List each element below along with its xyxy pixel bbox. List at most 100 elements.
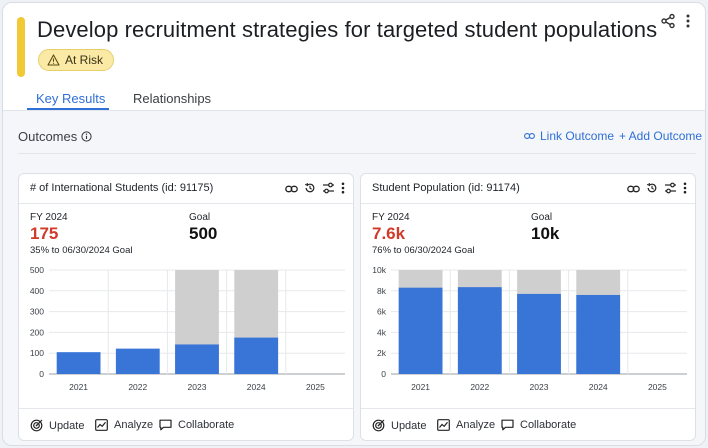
fiscal-year-label: FY 2024 (372, 212, 410, 223)
goal-value: 500 (189, 224, 218, 243)
progress-text: 35% to 06/30/2024 Goal (30, 245, 133, 256)
actual-bar (115, 348, 160, 374)
card-header: # of International Students (id: 91175) (19, 174, 353, 204)
history-icon[interactable] (304, 181, 316, 199)
outcome-bar-chart: 0 2k 4k 6k 8k 10k 2021 2022 2023 2024 2025 (372, 265, 687, 392)
status-accent-bar (17, 17, 25, 77)
x-tick-label: 2023 (188, 382, 207, 392)
outcomes-heading: Outcomes (18, 129, 92, 144)
y-tick-label: 100 (30, 348, 44, 358)
current-value: 7.6k (372, 224, 406, 243)
actual-bar (517, 293, 561, 374)
goal-label: Goal (189, 212, 211, 223)
tab-key-results[interactable]: Key Results (36, 91, 106, 106)
outcome-card: # of International Students (id: 91175) … (18, 173, 354, 441)
warning-icon (47, 54, 60, 66)
status-badge: At Risk (38, 49, 115, 71)
analyze-label: Analyze (456, 419, 496, 431)
comment-icon (159, 419, 172, 431)
x-tick-label: 2022 (128, 382, 147, 392)
chart-icon (437, 419, 450, 431)
card-footer: Update Analyze Collaborate (19, 408, 353, 441)
history-icon[interactable] (646, 181, 658, 199)
y-tick-label: 0 (39, 369, 44, 379)
x-tick-label: 2024 (247, 382, 266, 392)
link-icon[interactable] (627, 181, 640, 199)
progress-text: 76% to 06/30/2024 Goal (372, 245, 475, 256)
actual-bar (56, 352, 101, 374)
link-icon (524, 133, 535, 139)
x-tick-label: 2022 (470, 382, 489, 392)
collaborate-label: Collaborate (178, 419, 235, 431)
y-tick-label: 200 (30, 327, 44, 337)
y-tick-label: 500 (30, 265, 44, 275)
update-label: Update (49, 419, 85, 432)
x-tick-label: 2023 (530, 382, 549, 392)
y-tick-label: 0 (381, 369, 386, 379)
info-icon[interactable] (81, 131, 92, 142)
outcomes-divider (18, 153, 696, 154)
collaborate-label: Collaborate (520, 419, 577, 431)
card-header: Student Population (id: 91174) (361, 174, 695, 204)
target-icon (30, 419, 43, 432)
link-icon[interactable] (285, 181, 298, 199)
more-vertical-icon[interactable] (683, 181, 687, 199)
update-label: Update (391, 419, 427, 432)
y-tick-label: 8k (377, 286, 387, 296)
sliders-icon[interactable] (664, 181, 677, 199)
chart-icon (95, 419, 108, 431)
card-footer: Update Analyze Collaborate (361, 408, 695, 441)
tab-relationships[interactable]: Relationships (133, 91, 212, 106)
analyze-button[interactable]: Analyze (437, 419, 495, 431)
tab-divider (3, 110, 705, 111)
update-button[interactable]: Update (372, 419, 426, 432)
comment-icon (501, 419, 514, 431)
fiscal-year-label: FY 2024 (30, 212, 68, 223)
y-tick-label: 6k (377, 307, 387, 317)
analyze-button[interactable]: Analyze (95, 419, 153, 431)
y-tick-label: 4k (377, 327, 387, 337)
y-tick-label: 2k (377, 348, 387, 358)
outcomes-section: Outcomes Link Outcome + Add Outcome # of… (3, 111, 705, 445)
sliders-icon[interactable] (322, 181, 335, 199)
x-tick-label: 2021 (69, 382, 88, 392)
actual-bar (576, 294, 621, 374)
outcome-bar-chart: 0 100 200 300 400 500 2021 2022 2023 2024 2025 (30, 265, 345, 392)
active-tab-indicator (27, 108, 109, 110)
more-vertical-icon[interactable] (341, 181, 345, 199)
goal-value: 10k (531, 224, 560, 243)
card-actions (285, 181, 345, 199)
actual-bar (175, 344, 219, 374)
objective-header: Develop recruitment strategies for targe… (3, 3, 705, 111)
actual-bar (234, 337, 279, 374)
link-outcome-button[interactable]: Link Outcome (524, 129, 614, 143)
outcome-card: Student Population (id: 91174) FY 2024 7… (360, 173, 696, 441)
x-tick-label: 2021 (411, 382, 430, 392)
collaborate-button[interactable]: Collaborate (159, 419, 234, 431)
actual-bar (398, 287, 443, 374)
tab-bar: Key Results Relationships (3, 91, 705, 111)
collaborate-button[interactable]: Collaborate (501, 419, 576, 431)
status-badge-label: At Risk (65, 53, 104, 67)
y-tick-label: 400 (30, 286, 44, 296)
outcomes-title: Outcomes (18, 129, 78, 144)
current-value: 175 (30, 224, 59, 243)
update-button[interactable]: Update (30, 419, 84, 432)
x-tick-label: 2025 (648, 382, 667, 392)
link-outcome-label: Link Outcome (540, 129, 615, 143)
share-icon[interactable] (660, 13, 676, 29)
x-tick-label: 2024 (589, 382, 608, 392)
more-vertical-icon[interactable] (683, 13, 693, 29)
add-outcome-button[interactable]: + Add Outcome (619, 129, 703, 143)
actual-bar (457, 287, 502, 374)
goal-label: Goal (531, 212, 553, 223)
y-tick-label: 10k (372, 265, 386, 275)
y-tick-label: 300 (30, 307, 44, 317)
card-title: Student Population (id: 91174) (372, 182, 520, 194)
page-title: Develop recruitment strategies for targe… (37, 17, 658, 42)
target-icon (372, 419, 385, 432)
analyze-label: Analyze (114, 419, 154, 431)
card-actions (627, 181, 687, 199)
card-title: # of International Students (id: 91175) (30, 182, 214, 194)
